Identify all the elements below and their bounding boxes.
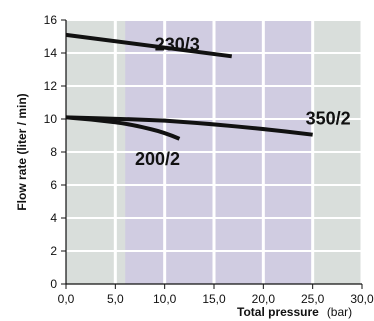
y-tick-label: 14 [44,46,58,60]
x-axis-label: Total pressure (bar) [237,303,352,320]
x-tick-label: 15,0 [202,292,226,306]
series-labels: 230/3 350/2 200/2 [135,34,351,169]
x-tick-label: 0,0 [58,292,75,306]
series-label-350-2: 350/2 [306,109,351,129]
x-axis-label-unit: (bar) [327,305,352,319]
x-tick-label: 30,0 [350,292,374,306]
y-tick-labels: 0 2 4 6 8 10 12 14 16 [44,13,66,291]
y-tick-label: 4 [50,211,57,225]
y-tick-label: 2 [50,244,57,258]
series-lines [65,32,313,141]
y-tick-label: 0 [50,277,57,291]
series-line-230-3 [65,32,233,59]
x-tick-label: 25,0 [301,292,325,306]
series-line-350-2 [65,115,313,137]
x-axis-label-bold: Total pressure [237,305,319,319]
y-tick-label: 16 [44,13,58,27]
series-label-230-3: 230/3 [155,34,200,54]
y-tick-label: 8 [50,145,57,159]
x-tick-label: 5,0 [107,292,124,306]
y-tick-label: 6 [50,178,57,192]
x-tick-label: 10,0 [153,292,177,306]
y-tick-label: 12 [44,79,58,93]
series-line-200-2 [65,115,181,141]
x-tick-label: 20,0 [252,292,276,306]
x-tick-labels: 0,0 5,0 10,0 15,0 20,0 25,0 30,0 [58,284,374,306]
y-axis-label: Flow rate (liter / min) [15,93,29,210]
y-tick-label: 10 [44,112,58,126]
series-label-200-2: 200/2 [135,149,180,169]
